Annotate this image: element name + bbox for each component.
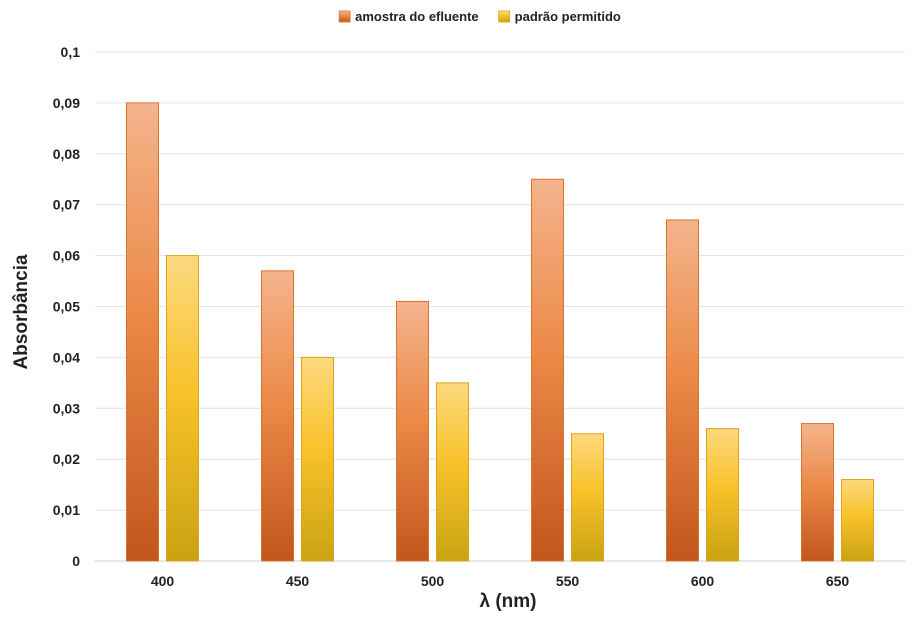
y-tick-label: 0,1 [61,44,81,60]
legend-swatch [338,10,351,23]
bar-padrao-400 [166,255,199,562]
bar-padrao-600 [706,428,739,562]
bar-amostra-450 [261,270,294,562]
bars [126,102,874,562]
x-tick-label: 650 [826,573,850,589]
y-tick-label: 0,01 [53,502,80,518]
bar-padrao-450 [301,356,334,562]
y-tick-label: 0,09 [53,95,80,111]
x-axis-ticks: 400 450 500 550 600 650 [151,573,850,589]
bar-amostra-600 [666,219,699,562]
y-tick-label: 0,03 [53,400,80,416]
bar-amostra-400 [126,102,159,562]
x-tick-label: 500 [421,573,445,589]
bar-padrao-500 [436,382,469,562]
x-tick-label: 600 [691,573,715,589]
bar-amostra-650 [801,423,834,562]
bar-amostra-500 [396,300,429,562]
y-tick-label: 0,07 [53,197,80,213]
y-axis-ticks: 0 0,01 0,02 0,03 0,04 0,05 0,06 0,07 0,08 0,09 0,1 [53,44,80,569]
x-tick-label: 400 [151,573,175,589]
y-tick-label: 0,06 [53,248,80,264]
x-axis-title: λ (nm) [480,591,537,612]
gridlines [95,51,905,562]
y-tick-label: 0 [72,553,80,569]
y-tick-label: 0,05 [53,299,80,315]
x-tick-label: 450 [286,573,310,589]
bar-padrao-550 [571,433,604,562]
legend: amostra do efluente padrão permitido [338,9,621,24]
bar-padrao-650 [841,479,874,562]
legend-label: amostra do efluente [355,9,479,24]
y-tick-label: 0,04 [53,349,80,365]
y-tick-label: 0,02 [53,451,80,467]
bar-amostra-550 [531,178,564,562]
y-axis-title: Absorbância [11,254,32,370]
x-tick-label: 550 [556,573,580,589]
legend-swatch [498,10,511,23]
legend-label: padrão permitido [515,9,621,24]
y-tick-label: 0,08 [53,146,80,162]
